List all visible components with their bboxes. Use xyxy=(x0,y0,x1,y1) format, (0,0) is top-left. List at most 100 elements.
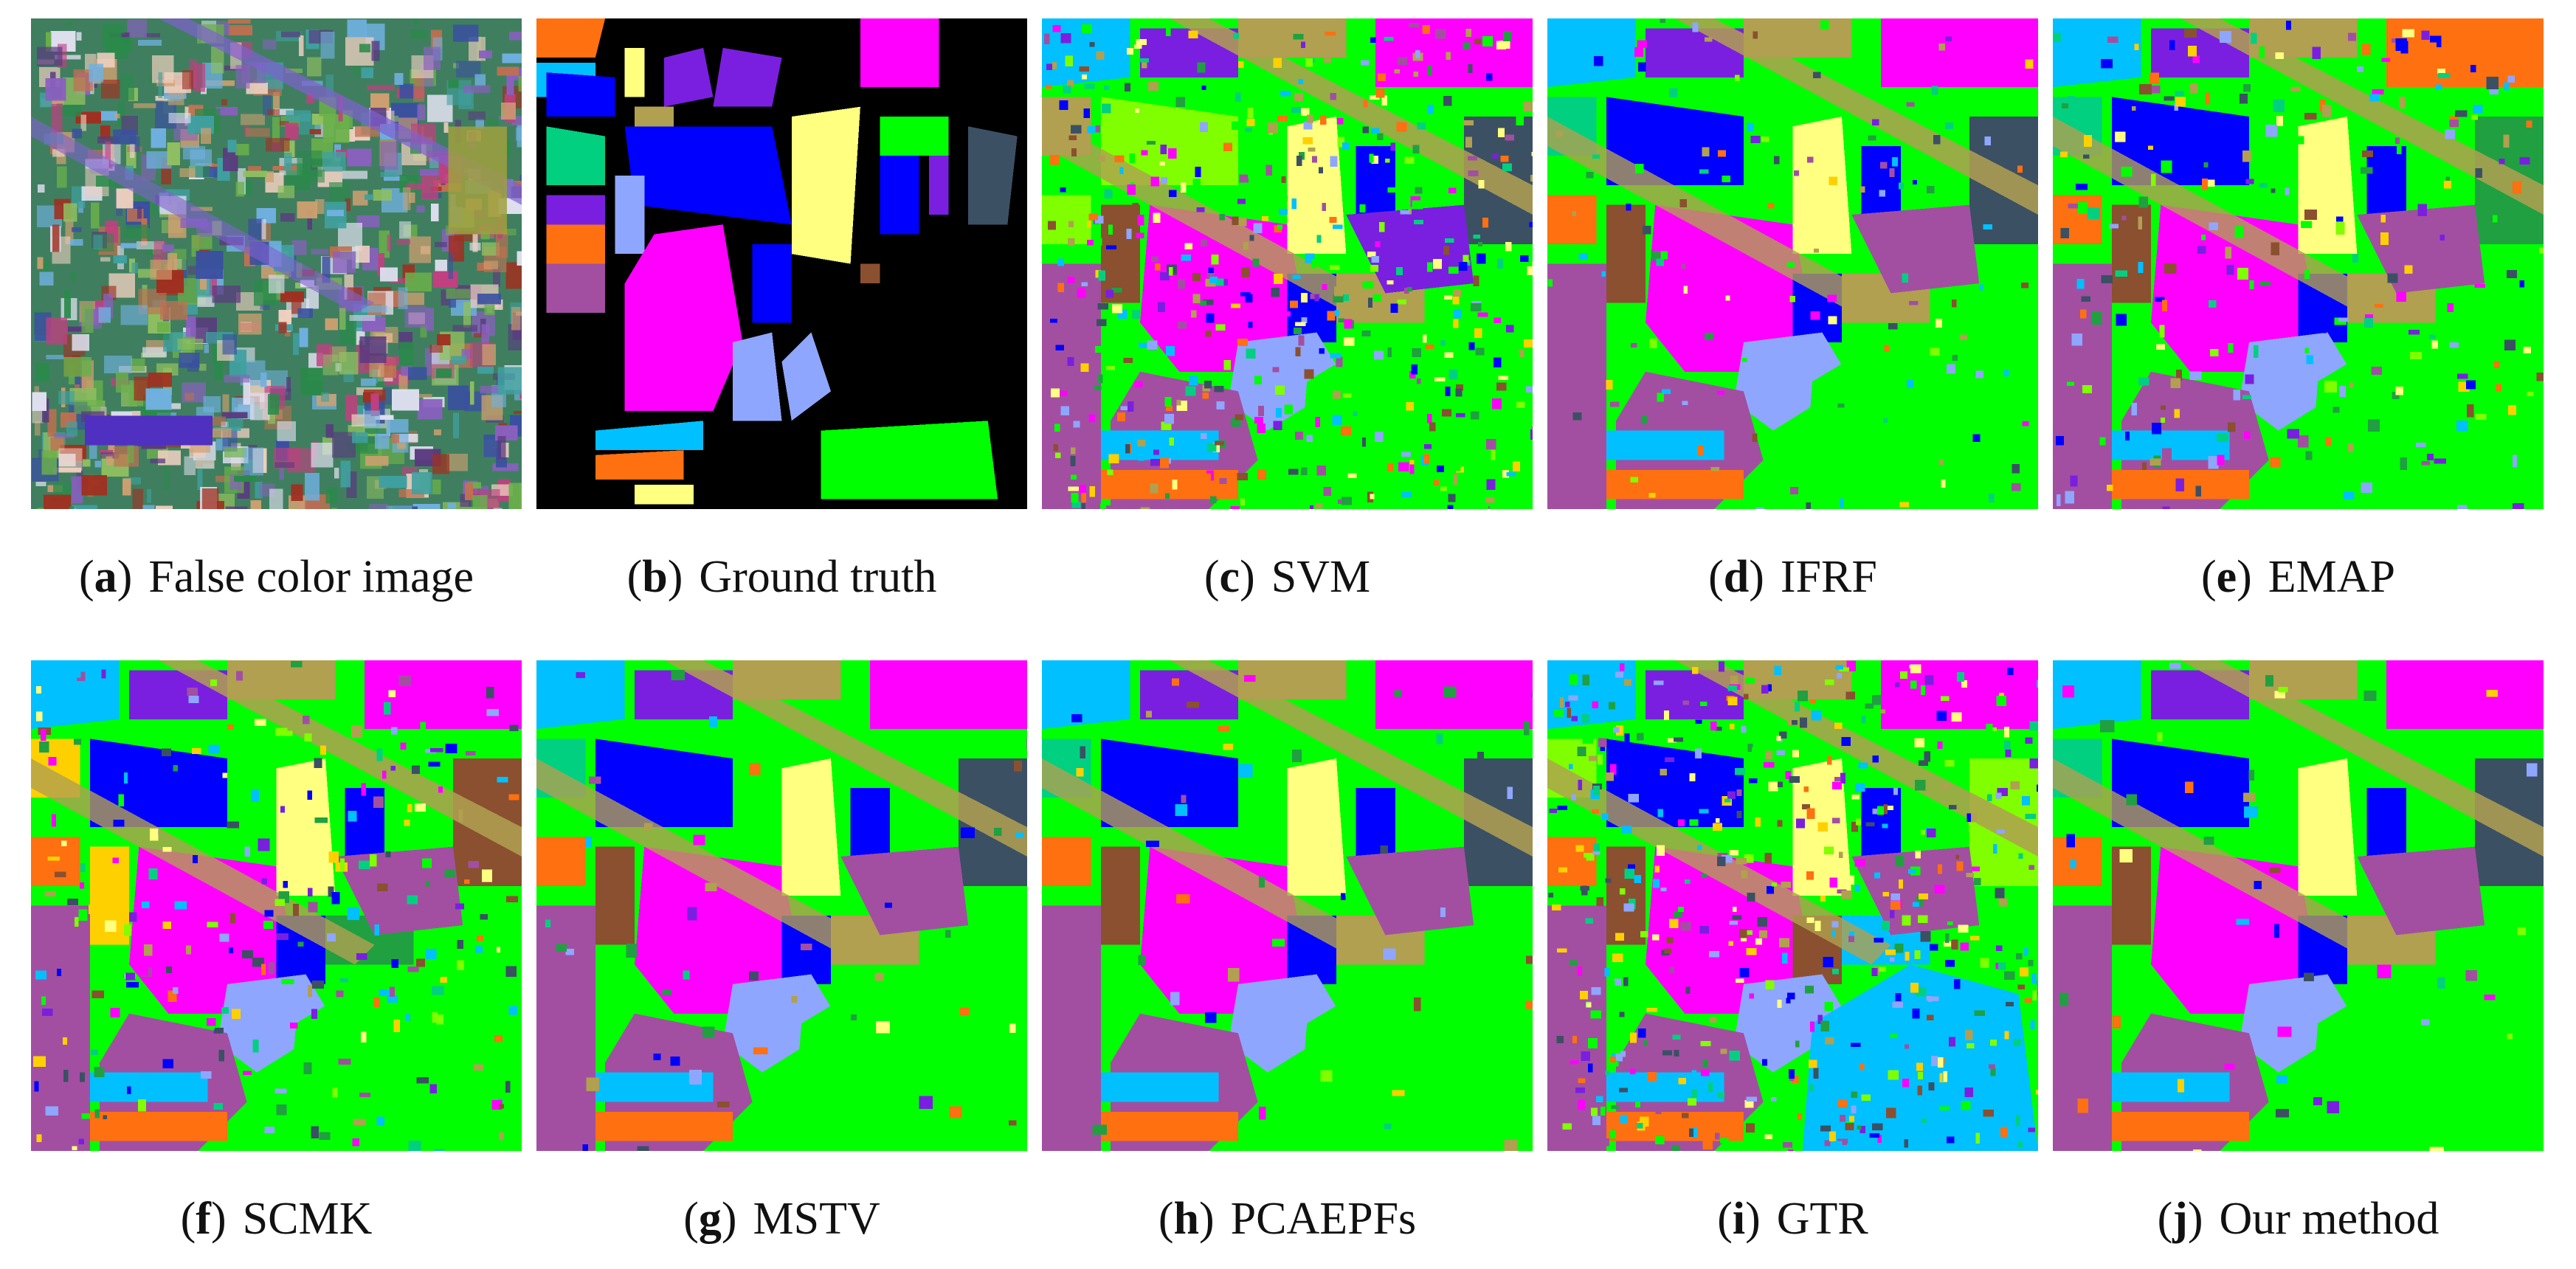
noise-pixel xyxy=(276,1104,287,1116)
noise-pixel xyxy=(1882,823,1888,829)
noise-pixel xyxy=(480,914,488,920)
class-region xyxy=(2307,322,2544,509)
class-region xyxy=(2053,837,2102,886)
noise-pixel xyxy=(208,744,220,754)
texture-pixel xyxy=(54,433,75,438)
texture-pixel xyxy=(196,251,224,279)
noise-pixel xyxy=(1079,485,1086,494)
texture-pixel xyxy=(323,114,350,143)
texture-pixel xyxy=(421,173,438,200)
noise-pixel xyxy=(1071,148,1077,156)
figure-panel-i: (i) GTR xyxy=(1547,660,2038,1251)
noise-pixel xyxy=(1761,136,1769,142)
noise-pixel xyxy=(1413,997,1421,1012)
noise-pixel xyxy=(308,902,318,913)
noise-pixel xyxy=(1628,864,1636,869)
noise-pixel xyxy=(1662,1050,1673,1056)
noise-pixel xyxy=(1096,319,1107,326)
noise-pixel xyxy=(1924,750,1930,762)
noise-pixel xyxy=(1746,930,1753,936)
texture-pixel xyxy=(399,83,415,99)
texture-pixel xyxy=(204,344,210,353)
noise-pixel xyxy=(1634,164,1644,174)
noise-pixel xyxy=(1178,279,1185,289)
noise-pixel xyxy=(2234,226,2244,238)
figure-panel-a: (a) False color image xyxy=(31,18,522,609)
noise-pixel xyxy=(2364,317,2374,328)
noise-pixel xyxy=(1429,422,1436,432)
noise-pixel xyxy=(545,919,550,927)
noise-pixel xyxy=(505,966,517,978)
noise-pixel xyxy=(2149,72,2159,85)
texture-pixel xyxy=(35,363,49,381)
noise-pixel xyxy=(1452,213,1462,221)
figure-panel-c: (c) SVM xyxy=(1042,18,1533,609)
noise-pixel xyxy=(1637,40,1647,48)
noise-pixel xyxy=(1678,1078,1686,1085)
class-region xyxy=(880,156,919,235)
noise-pixel xyxy=(2507,404,2517,415)
noise-pixel xyxy=(1230,303,1240,308)
texture-pixel xyxy=(404,306,427,328)
noise-pixel xyxy=(1890,910,1895,919)
noise-pixel xyxy=(1111,287,1122,293)
noise-pixel xyxy=(2023,948,2028,956)
noise-pixel xyxy=(1375,88,1385,98)
texture-pixel xyxy=(379,475,407,488)
noise-pixel xyxy=(1746,948,1757,955)
noise-pixel xyxy=(1052,61,1057,69)
noise-pixel xyxy=(1362,280,1374,289)
noise-pixel xyxy=(1799,717,1808,728)
texture-pixel xyxy=(436,368,452,378)
noise-pixel xyxy=(1629,1032,1637,1043)
noise-pixel xyxy=(1426,65,1432,76)
noise-pixel xyxy=(1732,712,1743,716)
noise-pixel xyxy=(1718,150,1726,157)
texture-pixel xyxy=(124,477,141,485)
noise-pixel xyxy=(2242,151,2252,162)
class-region xyxy=(286,964,522,1151)
noise-pixel xyxy=(1700,702,1707,707)
noise-pixel xyxy=(1940,696,1950,701)
noise-pixel xyxy=(1602,813,1609,820)
noise-pixel xyxy=(1814,248,1819,253)
noise-pixel xyxy=(2387,273,2398,283)
noise-pixel xyxy=(1744,678,1755,684)
noise-pixel xyxy=(290,1022,298,1028)
noise-pixel xyxy=(1758,743,1766,749)
class-region xyxy=(1547,18,1636,88)
class-region xyxy=(2111,204,2151,303)
noise-pixel xyxy=(1295,347,1301,356)
panel-caption: (d) IFRF xyxy=(1708,552,1877,602)
noise-pixel xyxy=(1084,83,1095,89)
texture-pixel xyxy=(311,443,334,468)
noise-pixel xyxy=(1812,72,1821,79)
noise-pixel xyxy=(1623,977,1629,986)
noise-pixel xyxy=(35,970,47,980)
noise-pixel xyxy=(1434,377,1446,382)
noise-pixel xyxy=(1201,85,1206,91)
noise-pixel xyxy=(1906,379,1913,389)
noise-pixel xyxy=(662,989,672,995)
noise-pixel xyxy=(67,899,78,905)
noise-pixel xyxy=(1340,294,1349,302)
noise-pixel xyxy=(556,944,567,952)
texture-pixel xyxy=(177,339,204,350)
texture-pixel xyxy=(98,307,111,323)
texture-pixel xyxy=(280,31,300,38)
noise-pixel xyxy=(1126,48,1134,55)
texture-pixel xyxy=(482,242,500,256)
noise-pixel xyxy=(1316,465,1326,476)
noise-pixel xyxy=(2304,209,2318,221)
noise-pixel xyxy=(141,902,150,909)
noise-pixel xyxy=(1789,487,1799,494)
texture-pixel xyxy=(331,507,337,509)
noise-pixel xyxy=(2003,971,2015,981)
noise-pixel xyxy=(1192,273,1201,282)
noise-pixel xyxy=(1623,903,1634,912)
noise-pixel xyxy=(1917,1071,1924,1079)
noise-pixel xyxy=(1712,823,1722,831)
texture-pixel xyxy=(54,55,81,60)
noise-pixel xyxy=(1341,497,1352,505)
texture-pixel xyxy=(340,460,351,488)
